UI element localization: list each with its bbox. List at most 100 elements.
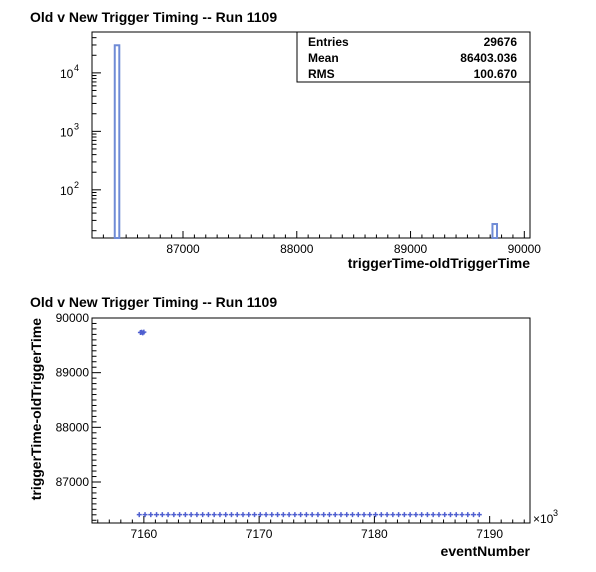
scatter-x-tick-label: 7160 [131, 527, 158, 541]
x-multiplier-base: ×10 [533, 512, 554, 526]
scatter-point [361, 512, 367, 518]
stats-entries-label: Entries [308, 35, 349, 49]
scatter-point [142, 512, 148, 518]
scatter-points [136, 329, 482, 518]
scatter-point [280, 512, 286, 518]
scatter-point [257, 512, 263, 518]
scatter-point [252, 512, 258, 518]
scatter-y-tick-label: 90000 [56, 311, 90, 325]
scatter-point [349, 512, 355, 518]
scatter-point [390, 512, 396, 518]
scatter-y-tick-label: 89000 [56, 366, 90, 380]
scatter-point [326, 512, 332, 518]
histogram-bar [113, 44, 121, 240]
scatter-point [136, 512, 142, 518]
scatter-point [419, 512, 425, 518]
scatter-point [211, 512, 217, 518]
histogram-y-tick-exponent: 4 [74, 63, 79, 73]
stats-rms-label: RMS [308, 67, 335, 81]
histogram-y-tick-base: 10 [60, 67, 74, 81]
scatter-point [465, 512, 471, 518]
histogram-x-axis-title: triggerTime-oldTriggerTime [348, 255, 531, 271]
scatter-point [171, 512, 177, 518]
histogram-x-tick-label: 88000 [280, 242, 314, 256]
scatter-x-tick-label: 7180 [361, 527, 388, 541]
scatter-point [269, 512, 275, 518]
scatter-point [298, 512, 304, 518]
scatter-x-axis-title: eventNumber [441, 543, 531, 559]
scatter-point [344, 512, 350, 518]
scatter-point [384, 512, 390, 518]
scatter-panel: Old v New Trigger Timing -- Run 1109 716… [28, 294, 558, 559]
scatter-point [436, 512, 442, 518]
scatter-point [275, 512, 281, 518]
scatter-y-tick-label: 87000 [56, 475, 90, 489]
scatter-x-tick-label: 7170 [246, 527, 273, 541]
scatter-point [154, 512, 160, 518]
histogram-x-tick-label: 87000 [166, 242, 200, 256]
scatter-y-axis-title: triggerTime-oldTriggerTime [28, 318, 44, 501]
stats-rms-value: 100.670 [474, 67, 518, 81]
scatter-point [246, 512, 252, 518]
scatter-point [396, 512, 402, 518]
scatter-point [447, 512, 453, 518]
scatter-point [200, 512, 206, 518]
scatter-point [188, 512, 194, 518]
scatter-point [159, 512, 165, 518]
scatter-point [321, 512, 327, 518]
scatter-point [240, 512, 246, 518]
scatter-point [373, 512, 379, 518]
x-multiplier-label: ×10 3 [533, 508, 558, 526]
histogram-title: Old v New Trigger Timing -- Run 1109 [30, 9, 277, 25]
scatter-point [413, 512, 419, 518]
scatter-point [424, 512, 430, 518]
scatter-frame [91, 317, 531, 524]
scatter-point [234, 512, 240, 518]
histogram-y-tick-base: 10 [60, 125, 74, 139]
scatter-point [286, 512, 292, 518]
stats-mean-value: 86403.036 [460, 51, 517, 65]
stats-box: Entries 29676 Mean 86403.036 RMS 100.670 [296, 31, 531, 83]
scatter-point [217, 512, 223, 518]
scatter-y-ticks: 87000 88000 89000 90000 [56, 311, 101, 521]
scatter-point [182, 512, 188, 518]
scatter-point [338, 512, 344, 518]
x-multiplier-exponent: 3 [553, 508, 558, 518]
scatter-point [148, 512, 154, 518]
scatter-point [476, 512, 482, 518]
scatter-point [401, 512, 407, 518]
scatter-point [442, 512, 448, 518]
scatter-point [315, 512, 321, 518]
scatter-point [332, 512, 338, 518]
stats-box-frame [296, 31, 531, 83]
scatter-point [367, 512, 373, 518]
histogram-x-tick-label: 89000 [394, 242, 428, 256]
stats-mean-label: Mean [308, 51, 339, 65]
scatter-point [165, 512, 171, 518]
scatter-point [355, 512, 361, 518]
scatter-point [303, 512, 309, 518]
scatter-point [407, 512, 413, 518]
histogram-panel: Old v New Trigger Timing -- Run 1109 870… [30, 9, 541, 271]
histogram-bar [491, 223, 499, 239]
histogram-y-tick-exponent: 2 [74, 180, 79, 190]
scatter-x-tick-label: 7190 [476, 527, 503, 541]
scatter-point [205, 512, 211, 518]
scatter-point [141, 329, 147, 335]
scatter-point [378, 512, 384, 518]
scatter-point [459, 512, 465, 518]
histogram-x-tick-label: 90000 [508, 242, 542, 256]
scatter-point [309, 512, 315, 518]
scatter-point [263, 512, 269, 518]
scatter-point [228, 512, 234, 518]
scatter-point [453, 512, 459, 518]
stats-entries-value: 29676 [484, 35, 518, 49]
scatter-title: Old v New Trigger Timing -- Run 1109 [30, 294, 277, 310]
scatter-x-ticks: 7160 7170 7180 7190 [97, 516, 525, 541]
scatter-point [223, 512, 229, 518]
scatter-point [194, 512, 200, 518]
scatter-point [177, 512, 183, 518]
histogram-y-tick-exponent: 3 [74, 121, 79, 131]
